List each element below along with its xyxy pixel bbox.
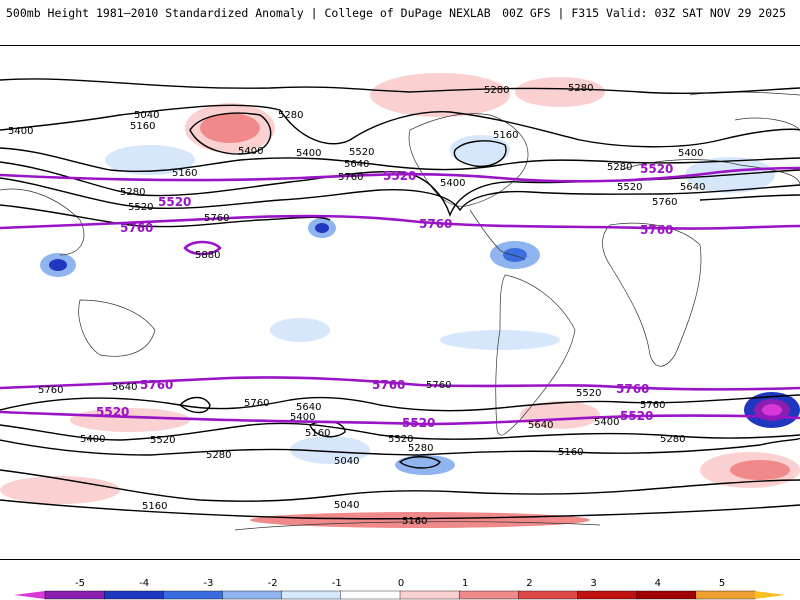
label-5280-g: 5280 (408, 443, 433, 454)
colorbar: -5 -4 -3 -2 -1 0 1 2 3 4 5 (14, 578, 785, 600)
purple-label-5520-c: 5520 (640, 162, 673, 176)
colorbar-tick-label: -4 (139, 578, 149, 589)
height-contours (0, 78, 800, 520)
label-5640-e: 5640 (528, 420, 553, 431)
label-5280-e: 5280 (607, 162, 632, 173)
label-5760-g: 5760 (640, 400, 665, 411)
label-5160-f: 5160 (402, 516, 427, 527)
purple-label-5520-e: 5520 (402, 416, 435, 430)
label-5280-h: 5280 (660, 434, 685, 445)
colorbar-tick-label: 5 (719, 578, 725, 589)
colorbar-segment (44, 590, 105, 600)
colorbar-segment (518, 590, 579, 600)
colorbar-right-arrow (755, 591, 785, 599)
label-5160-a: 5160 (130, 121, 155, 132)
map-frame (0, 45, 800, 560)
anomaly-shading (0, 73, 800, 528)
model-run-valid-time: 00Z GFS | F315 Valid: 03Z SAT NOV 29 202… (502, 6, 786, 20)
label-5280-c: 5280 (484, 85, 509, 96)
colorbar-segment (458, 590, 520, 600)
colorbar-segment (103, 590, 165, 600)
label-5520-b: 5520 (349, 147, 374, 158)
purple-label-5760-f: 5760 (616, 382, 649, 396)
label-5280-b: 5280 (120, 187, 145, 198)
label-5280-f: 5280 (206, 450, 231, 461)
colorbar-tick-label: 2 (526, 578, 532, 589)
label-5760-a: 5760 (204, 213, 229, 224)
label-5760-e: 5760 (244, 398, 269, 409)
contour-labels: 5400 5040 5160 5280 5400 5400 5160 5280 … (8, 83, 705, 527)
colorbar-tick-label: 4 (655, 578, 661, 589)
purple-label-5760-c: 5760 (640, 223, 673, 237)
label-5160-e: 5160 (305, 428, 330, 439)
colorbar-tick-label: 1 (462, 578, 468, 589)
colorbar-tick-label: 3 (590, 578, 596, 589)
reference-contours (0, 166, 800, 426)
colorbar-tick-label: -1 (332, 578, 342, 589)
colorbar-segment (340, 590, 401, 600)
label-5400-a: 5400 (238, 146, 263, 157)
colorbar-segments (44, 590, 756, 600)
purple-label-5520-f: 5520 (620, 409, 653, 423)
label-5640-b: 5640 (680, 182, 705, 193)
label-5520-f: 5520 (576, 388, 601, 399)
label-5760-b: 5760 (338, 172, 363, 183)
label-5760-d: 5760 (38, 385, 63, 396)
label-5640-d: 5640 (296, 402, 321, 413)
label-5400-w: 5400 (8, 126, 33, 137)
label-5400-c: 5400 (440, 178, 465, 189)
colorbar-segment (281, 590, 342, 600)
label-5040-a: 5040 (134, 110, 159, 121)
label-5400-g: 5400 (594, 417, 619, 428)
purple-label-5520-d: 5520 (96, 405, 129, 419)
label-5520-e: 5520 (388, 434, 413, 445)
purple-label-5520-a: 5520 (158, 195, 191, 209)
label-5040-c: 5040 (334, 500, 359, 511)
label-5520-a: 5520 (128, 202, 153, 213)
label-5760-f: 5760 (426, 380, 451, 391)
colorbar-tick-label: -3 (203, 578, 213, 589)
purple-label-5760-d: 5760 (140, 378, 173, 392)
label-5760-c: 5760 (652, 197, 677, 208)
colorbar-segment (577, 590, 638, 600)
label-5520-c: 5520 (617, 182, 642, 193)
label-5280-a: 5280 (278, 110, 303, 121)
label-5880: 5880 (195, 250, 220, 261)
label-5400-f: 5400 (290, 412, 315, 423)
label-5520-d: 5520 (150, 435, 175, 446)
label-5400-b: 5400 (296, 148, 321, 159)
label-5160-c: 5160 (493, 130, 518, 141)
label-5280-d: 5280 (568, 83, 593, 94)
colorbar-segment (636, 590, 697, 600)
purple-label-5760-e: 5760 (372, 378, 405, 392)
purple-label-5760-a: 5760 (120, 221, 153, 235)
coastlines (0, 91, 800, 531)
colorbar-left-arrow (14, 591, 45, 599)
reference-contour-labels: 5520 5760 5520 5760 5520 5760 5760 5520 … (96, 162, 673, 430)
colorbar-tick-label: -2 (268, 578, 278, 589)
label-5040-b: 5040 (334, 456, 359, 467)
label-5640-a: 5640 (344, 159, 369, 170)
label-5160-g: 5160 (558, 447, 583, 458)
colorbar-segment (399, 590, 460, 600)
purple-label-5520-b: 5520 (383, 169, 416, 183)
colorbar-tick-label: 0 (398, 578, 404, 589)
colorbar-tick-labels: -5 -4 -3 -2 -1 0 1 2 3 4 5 (75, 578, 725, 589)
label-5400-e: 5400 (80, 434, 105, 445)
colorbar-tick-label: -5 (75, 578, 85, 589)
label-5400-d: 5400 (678, 148, 703, 159)
label-5160-b: 5160 (172, 168, 197, 179)
colorbar-segment (695, 590, 756, 600)
header: 500mb Height 1981–2010 Standardized Anom… (0, 0, 800, 26)
map-title: 500mb Height 1981–2010 Standardized Anom… (6, 6, 491, 20)
purple-label-5760-b: 5760 (419, 217, 452, 231)
colorbar-segment (222, 590, 283, 600)
label-5640-c: 5640 (112, 382, 137, 393)
colorbar-segment (163, 590, 224, 600)
label-5160-d: 5160 (142, 501, 167, 512)
